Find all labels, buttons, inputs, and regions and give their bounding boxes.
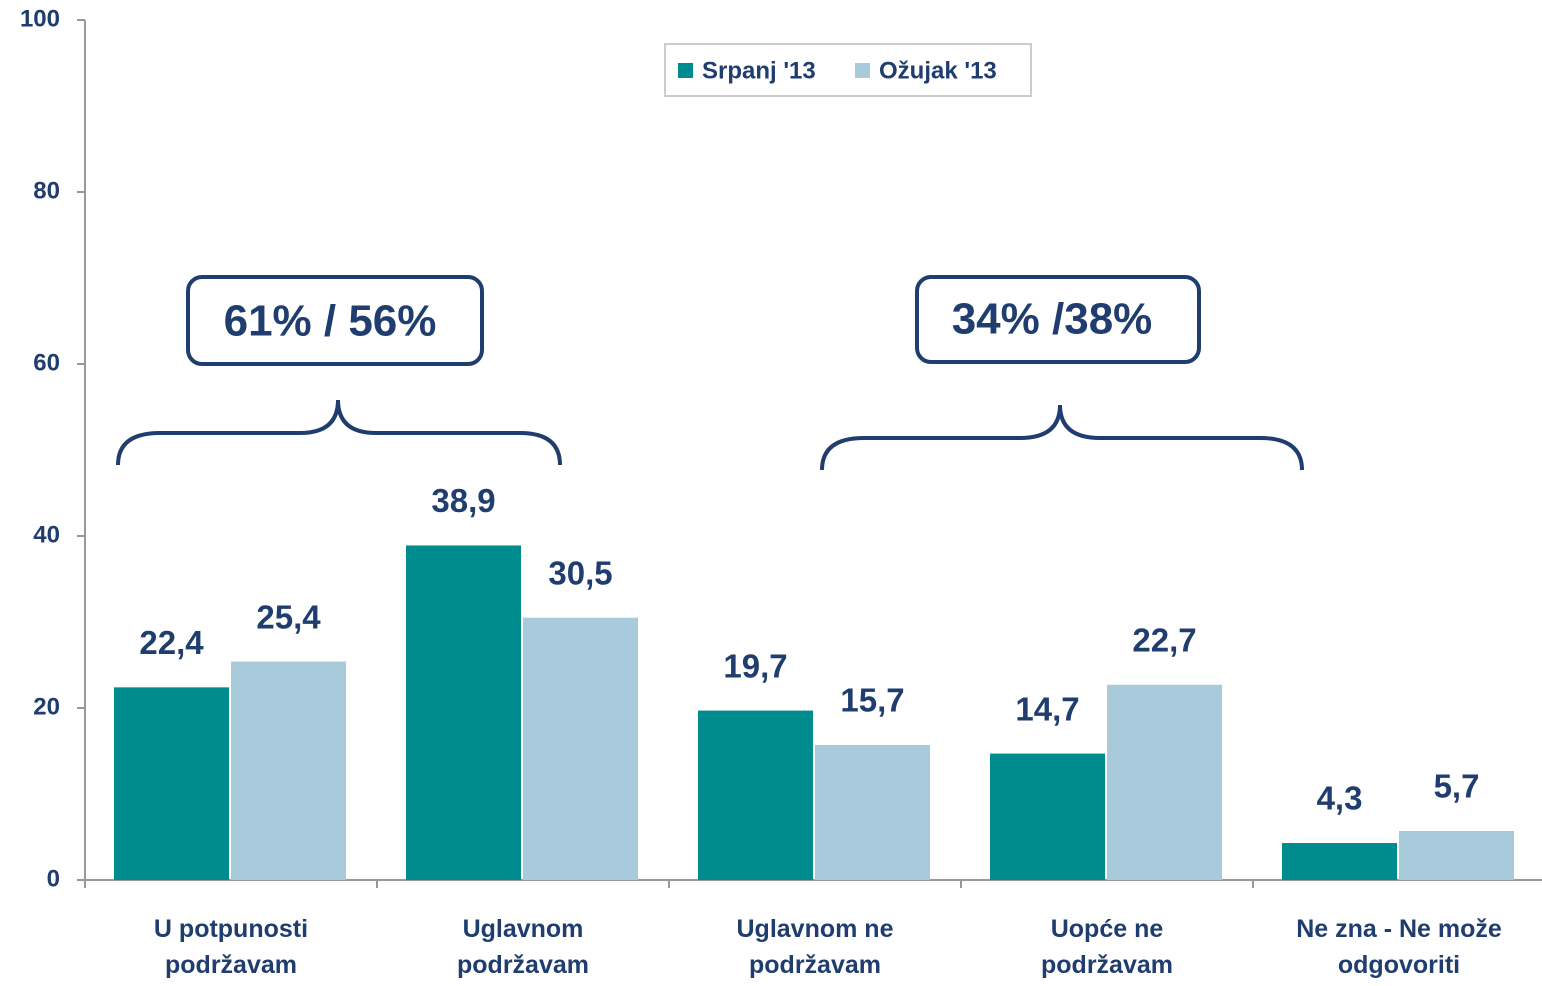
legend-swatch	[855, 63, 870, 78]
value-label: 25,4	[256, 598, 321, 635]
bar	[698, 710, 813, 880]
annotation: 34% /38%	[952, 295, 1153, 344]
value-label: 15,7	[840, 682, 904, 719]
y-tick-label: 80	[33, 177, 60, 204]
value-label: 4,3	[1317, 780, 1363, 817]
y-tick-label: 0	[47, 865, 60, 892]
annotation-box	[915, 275, 1201, 364]
bar	[523, 617, 638, 880]
bar	[406, 545, 521, 880]
annotation-box	[186, 275, 484, 366]
annotation: 61% / 56%	[224, 297, 437, 346]
bar	[990, 753, 1105, 880]
legend-label: Ožujak '13	[879, 57, 997, 84]
x-tick-label: Ne zna - Ne može odgovoriti	[1296, 915, 1502, 979]
y-tick-label: 40	[33, 521, 60, 548]
value-label: 22,7	[1132, 621, 1196, 658]
value-label: 22,4	[139, 624, 204, 661]
y-tick-label: 100	[20, 5, 60, 32]
x-tick-label: Uglavnom podržavam	[457, 915, 589, 979]
y-tick-label: 60	[33, 349, 60, 376]
value-label: 30,5	[548, 554, 612, 591]
bar	[1399, 830, 1514, 880]
value-label: 14,7	[1015, 690, 1079, 727]
value-label: 5,7	[1434, 768, 1480, 805]
y-tick-label: 20	[33, 693, 60, 720]
legend-box	[664, 43, 1032, 97]
brace	[820, 404, 1304, 471]
legend-swatch	[678, 63, 693, 78]
bar	[231, 661, 346, 880]
bar	[1282, 843, 1397, 880]
bar	[815, 744, 930, 880]
bar	[1107, 684, 1222, 880]
brace	[116, 399, 562, 466]
x-tick-label: U potpunosti podržavam	[153, 915, 309, 979]
value-label: 38,9	[431, 482, 495, 519]
x-tick-label: Uopće ne podržavam	[1041, 915, 1173, 979]
legend-label: Srpanj '13	[702, 57, 816, 84]
x-tick-label: Uglavnom ne podržavam	[736, 915, 894, 979]
value-label: 19,7	[723, 647, 787, 684]
bar	[114, 687, 229, 880]
